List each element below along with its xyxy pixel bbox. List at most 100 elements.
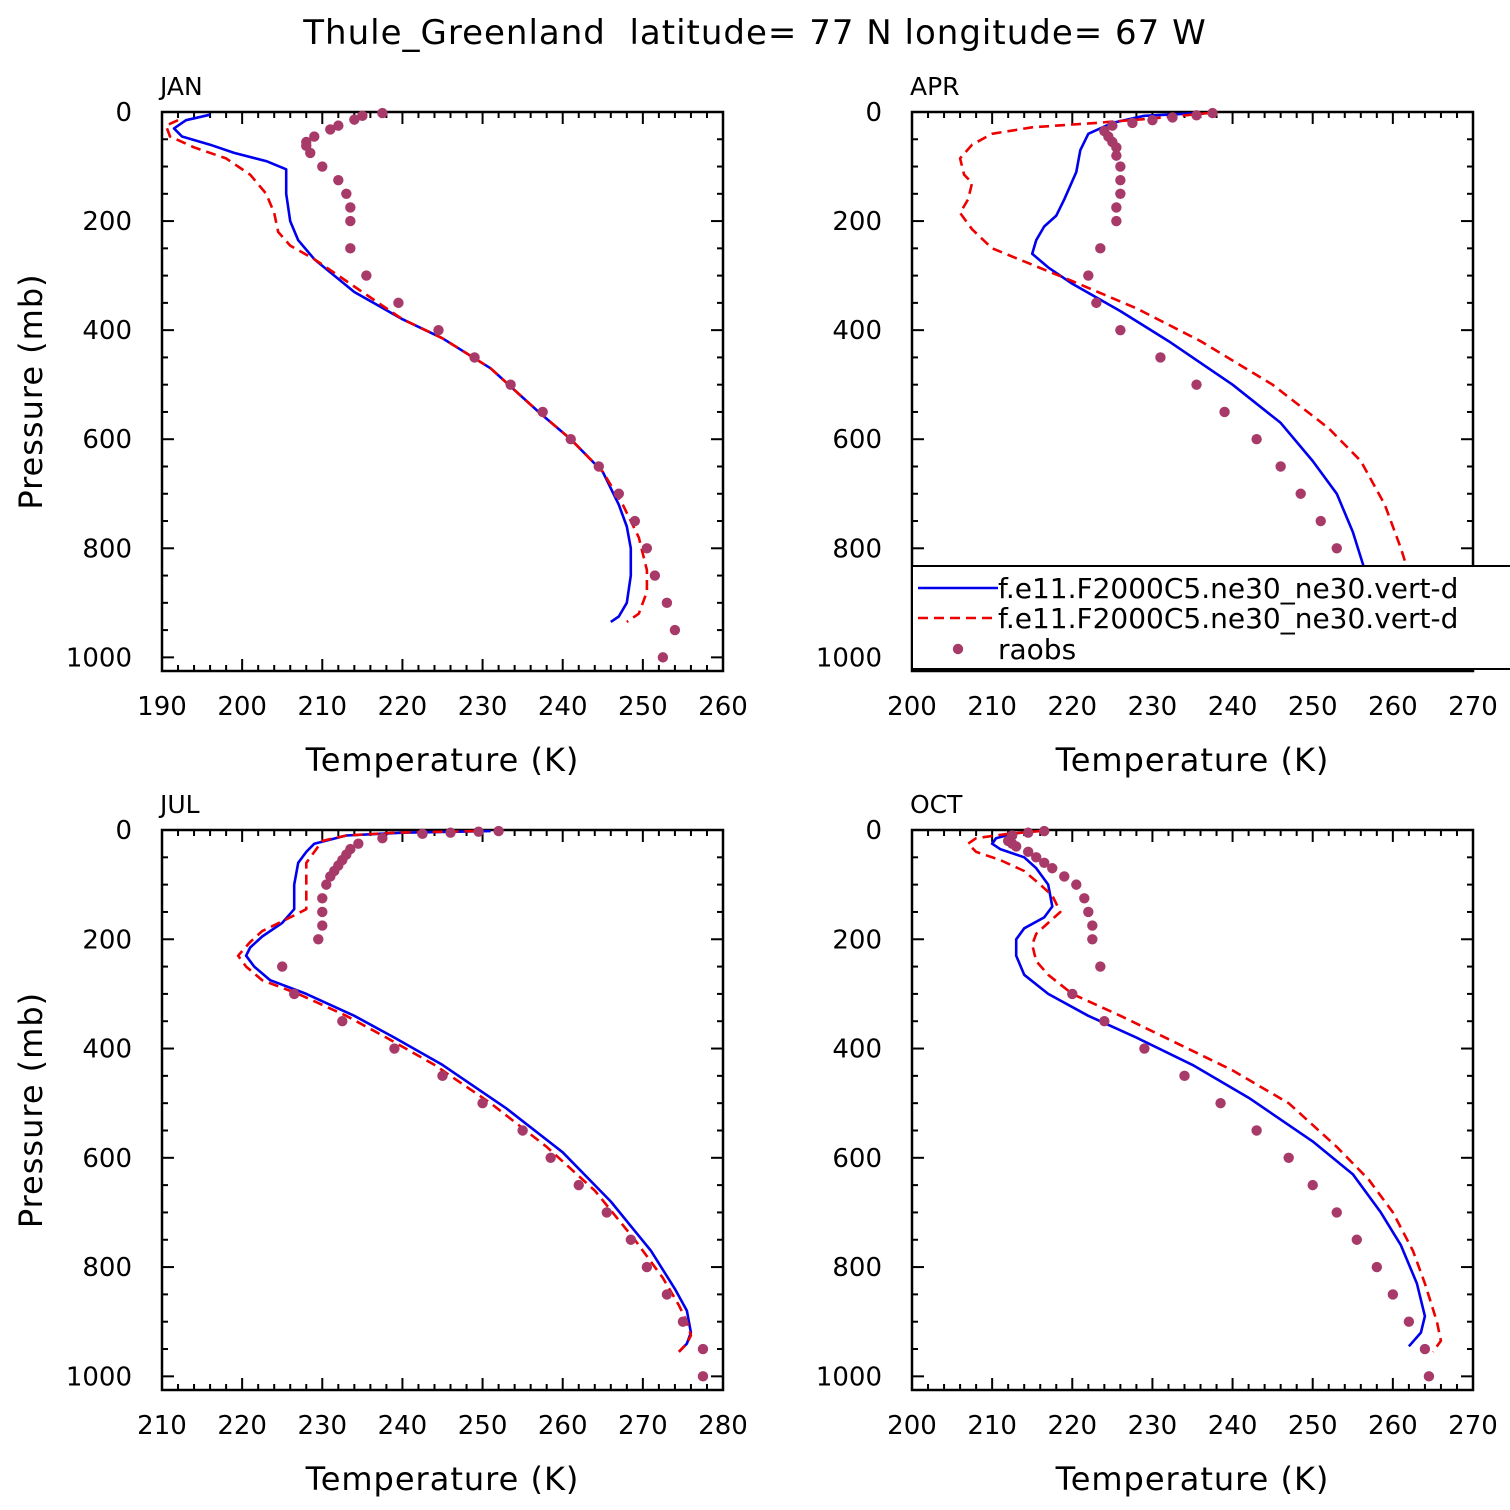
y-tick-label: 1000	[816, 643, 882, 673]
raobs-point	[289, 988, 300, 1000]
legend: f.e11.F2000C5.ne30_ne30.vert-df.e11.F200…	[911, 565, 1510, 670]
raobs-point	[1079, 893, 1090, 904]
raobs-point	[1115, 174, 1126, 186]
raobs-point	[601, 1207, 612, 1218]
raobs-point	[1283, 1152, 1294, 1164]
raobs-point	[641, 543, 653, 554]
raobs-point	[593, 461, 604, 472]
y-tick-label: 400	[832, 1035, 882, 1065]
y-tick-label: 400	[832, 316, 882, 346]
x-tick-label: 200	[887, 1411, 937, 1441]
y-tick-label: 200	[82, 207, 132, 237]
raobs-point	[1215, 1097, 1226, 1109]
legend-label: f.e11.F2000C5.ne30_ne30.vert-d	[998, 572, 1458, 605]
y-tick-label: 800	[832, 1253, 882, 1283]
raobs-point	[309, 131, 320, 142]
x-tick-label: 240	[378, 1411, 428, 1441]
raobs-point	[1111, 215, 1122, 227]
raobs-point	[1111, 150, 1122, 161]
raobs-point	[377, 832, 388, 844]
raobs-point	[1423, 1371, 1435, 1382]
y-tick-label: 600	[82, 425, 132, 455]
data-layer	[958, 107, 1419, 663]
raobs-point	[1207, 107, 1218, 119]
model-solid-line	[244, 829, 693, 1353]
legend-swatch-dots	[952, 643, 964, 655]
raobs-point	[565, 434, 576, 445]
raobs-point	[357, 110, 368, 122]
raobs-point	[573, 1179, 584, 1191]
raobs-point	[1139, 1043, 1150, 1054]
raobs-point	[1127, 117, 1138, 129]
raobs-point	[1331, 1207, 1342, 1218]
model-dashed-line	[966, 829, 1443, 1353]
data-layer	[236, 825, 709, 1382]
x-tick-label: 280	[698, 1411, 748, 1441]
legend-background	[912, 566, 1510, 669]
x-tick-label: 250	[458, 1411, 508, 1441]
x-tick-label: 190	[137, 692, 187, 722]
x-tick-label: 220	[1047, 1411, 1097, 1441]
panel-title: JAN	[158, 72, 203, 101]
raobs-point	[1191, 110, 1202, 121]
raobs-point	[333, 174, 344, 186]
y-tick-label: 600	[832, 425, 882, 455]
y-tick-label: 600	[832, 1144, 882, 1174]
x-tick-label: 230	[458, 692, 508, 722]
raobs-point	[493, 825, 504, 837]
raobs-point	[345, 243, 356, 254]
raobs-point	[1275, 461, 1286, 472]
raobs-point	[1087, 920, 1098, 931]
raobs-point	[1095, 243, 1106, 254]
raobs-point	[1039, 857, 1050, 868]
y-tick-label: 1000	[66, 643, 132, 673]
raobs-point	[657, 652, 669, 663]
raobs-point	[1047, 863, 1058, 874]
model-solid-line	[1030, 111, 1371, 632]
raobs-point	[629, 515, 641, 527]
raobs-point	[1419, 1343, 1431, 1355]
raobs-point	[337, 1016, 348, 1027]
raobs-point	[469, 352, 480, 363]
x-tick-label: 200	[887, 692, 937, 722]
model-dashed-line	[958, 111, 1419, 645]
y-tick-label: 0	[115, 98, 132, 128]
raobs-point	[353, 838, 364, 849]
plot-frame	[160, 828, 725, 1392]
raobs-point	[1083, 270, 1094, 281]
y-tick-label: 200	[832, 925, 882, 955]
raobs-point	[1115, 324, 1126, 336]
raobs-point	[433, 324, 444, 336]
raobs-point	[361, 270, 372, 281]
y-tick-label: 0	[865, 816, 882, 846]
x-axis-label: Temperature (K)	[1055, 741, 1330, 779]
x-tick-label: 240	[1208, 692, 1258, 722]
raobs-point	[1251, 434, 1262, 445]
x-tick-label: 260	[1368, 1411, 1418, 1441]
raobs-point	[1091, 297, 1102, 309]
raobs-point	[1331, 543, 1342, 554]
raobs-point	[321, 879, 332, 890]
x-tick-label: 200	[217, 692, 267, 722]
raobs-point	[473, 826, 484, 837]
y-tick-label: 200	[82, 925, 132, 955]
x-tick-label: 210	[137, 1411, 187, 1441]
raobs-point	[697, 1371, 709, 1382]
raobs-point	[477, 1097, 488, 1109]
y-tick-label: 200	[832, 207, 882, 237]
raobs-point	[641, 1261, 653, 1273]
raobs-point	[505, 379, 516, 390]
x-tick-label: 250	[1288, 1411, 1338, 1441]
x-tick-label: 230	[1128, 692, 1178, 722]
raobs-point	[313, 934, 324, 945]
raobs-point	[417, 828, 428, 840]
raobs-point	[349, 114, 360, 125]
raobs-point	[1307, 1179, 1318, 1191]
y-tick-label: 800	[82, 534, 132, 564]
raobs-point	[1167, 112, 1178, 123]
raobs-point	[333, 120, 344, 131]
raobs-point	[345, 202, 356, 213]
y-tick-label: 1000	[66, 1362, 132, 1392]
model-solid-line	[990, 829, 1427, 1348]
